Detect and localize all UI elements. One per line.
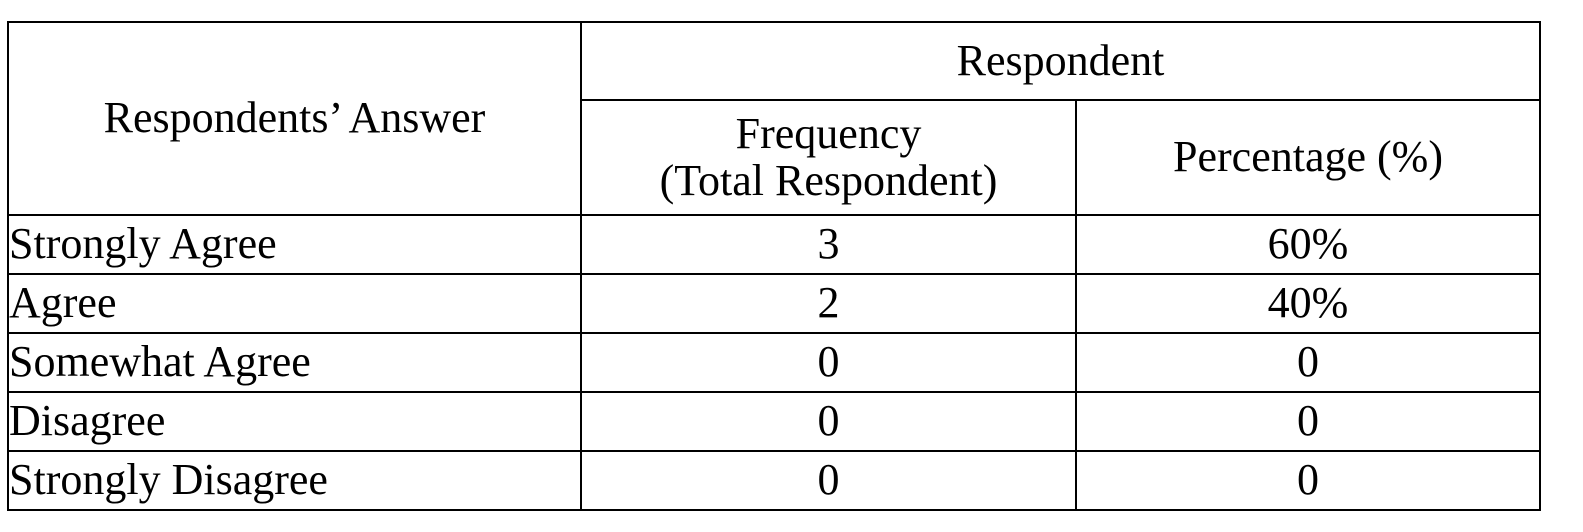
header-row-sub: Frequency (Total Respondent) Percentage … [8,99,1542,216]
answer-cell: Somewhat Agree [7,332,582,393]
percentage-cell: 60% [1074,214,1542,275]
table-header: Respondents’ Answer Respondent Frequency… [7,21,1542,216]
header-frequency-line1: Frequency [735,109,922,159]
table-row: Somewhat Agree 0 0 [7,332,1542,393]
header-percentage: Percentage (%) [1074,99,1542,216]
answer-cell: Agree [7,273,582,334]
percentage-cell: 0 [1074,391,1542,452]
header-row-top: Respondents’ Answer Respondent [7,21,1542,216]
table-row: Strongly Agree 3 60% [7,214,1542,275]
header-respondent-group: Respondent [579,21,1542,101]
answer-cell: Strongly Agree [7,214,582,275]
frequency-cell: 2 [580,273,1077,334]
frequency-cell: 3 [580,214,1077,275]
percentage-cell: 0 [1074,450,1542,511]
answer-cell: Disagree [7,391,582,452]
percentage-cell: 40% [1074,273,1542,334]
table-row: Agree 2 40% [7,273,1542,334]
survey-results-table: Respondents’ Answer Respondent Frequency… [7,21,1542,511]
percentage-cell: 0 [1074,332,1542,393]
table-row: Strongly Disagree 0 0 [7,450,1542,511]
table-body: Strongly Agree 3 60% Agree 2 40% Somewha… [7,214,1542,511]
header-respondents-answer: Respondents’ Answer [7,21,582,216]
header-frequency-line2: (Total Respondent) [659,155,998,205]
table-row: Disagree 0 0 [7,391,1542,452]
answer-cell: Strongly Disagree [7,450,582,511]
frequency-cell: 0 [580,332,1077,393]
frequency-cell: 0 [580,450,1077,511]
frequency-cell: 0 [580,391,1077,452]
header-frequency: Frequency (Total Respondent) [580,99,1077,216]
